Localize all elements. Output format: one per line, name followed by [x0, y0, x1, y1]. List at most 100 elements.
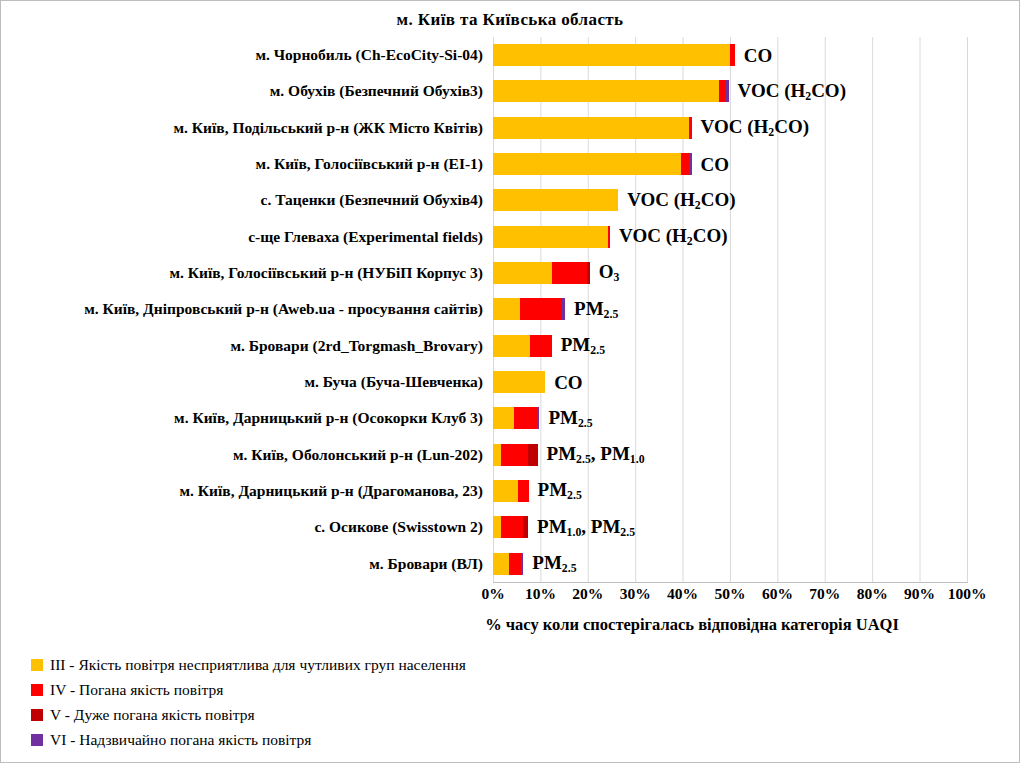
bar-segment-iii — [493, 262, 552, 284]
bar-segment-iii — [493, 153, 681, 175]
row-plot: PM1.0, PM2.5 — [493, 509, 967, 545]
pollutant-annotation: PM2.5 — [532, 553, 576, 575]
bar-segment-iv — [520, 298, 562, 320]
bar-segment-iv — [518, 480, 528, 502]
bar-segment-iii — [493, 407, 514, 429]
x-tick-label: 90% — [904, 585, 935, 603]
pollutant-annotation: PM2.5, PM1.0 — [547, 444, 645, 466]
row-plot: CO — [493, 364, 967, 400]
row-plot: VOC (H2CO) — [493, 73, 967, 109]
chart-row: м. Київ, Дніпровський р-н (Aweb.ua - про… — [1, 291, 1019, 327]
bar-segment-iii — [493, 480, 518, 502]
chart-row: м. Київ, Подільський р-н (ЖК Місто Квіті… — [1, 110, 1019, 146]
row-plot: PM2.5 — [493, 328, 967, 364]
station-label: м. Чорнобиль (Ch-EcoCity-Si-04) — [1, 37, 493, 73]
legend-item: VI - Надзвичайно погана якість повітря — [31, 727, 1019, 752]
pollutant-annotation: PM2.5 — [561, 335, 605, 357]
row-plot: VOC (H2CO) — [493, 110, 967, 146]
pollutant-annotation: O3 — [599, 262, 620, 284]
station-label: с-ще Глеваха (Experimental fields) — [1, 219, 493, 255]
chart-row: м. Чорнобиль (Ch-EcoCity-Si-04) CO — [1, 37, 1019, 73]
bar-segment-vi — [521, 553, 523, 575]
bar-segment-iii — [493, 298, 520, 320]
row-plot: CO — [493, 37, 967, 73]
chart-row: м. Київ, Дарницький р-н (Осокорки Клуб 3… — [1, 400, 1019, 436]
bar-segment-iv — [509, 553, 521, 575]
bar-segment-iv — [501, 444, 528, 466]
bar-segment-iv — [552, 262, 587, 284]
x-tick-label: 20% — [572, 585, 603, 603]
chart-title: м. Київ та Київська область — [1, 10, 1019, 30]
stacked-bar: CO — [493, 37, 967, 73]
pollutant-annotation: CO — [744, 46, 773, 65]
bar-segment-iii — [493, 44, 730, 66]
chart-row: м. Буча (Буча-Шевченка) CO — [1, 364, 1019, 400]
stacked-bar: PM2.5 — [493, 546, 967, 582]
bar-segment-iv — [530, 335, 551, 357]
pollutant-annotation: CO — [554, 373, 583, 392]
station-label: м. Київ, Голосіївський р-н (НУБіП Корпус… — [1, 255, 493, 291]
bar-segment-iv — [514, 407, 537, 429]
bar-segment-iv — [681, 153, 689, 175]
stacked-bar: CO — [493, 146, 967, 182]
station-label: м. Київ, Дніпровський р-н (Aweb.ua - про… — [1, 291, 493, 327]
chart-row: м. Обухів (Безпечний Обухів3)VOC (H2CO) — [1, 73, 1019, 109]
legend-item: III - Якість повітря несприятлива для чу… — [31, 652, 1019, 677]
bar-segment-v — [587, 262, 589, 284]
chart-rows: м. Чорнобиль (Ch-EcoCity-Si-04) CO м. Обух… — [1, 37, 1019, 582]
row-plot: PM2.5 — [493, 546, 967, 582]
legend-swatch-iv — [31, 684, 43, 696]
pollutant-annotation: PM1.0, PM2.5 — [537, 517, 635, 539]
station-label: м. Київ, Дарницький р-н (Осокорки Клуб 3… — [1, 400, 493, 436]
stacked-bar: PM2.5 — [493, 400, 967, 436]
row-plot: VOC (H2CO) — [493, 182, 967, 218]
stacked-bar: VOC (H2CO) — [493, 73, 967, 109]
bar-segment-vi — [689, 153, 692, 175]
station-label: м. Київ, Оболонський р-н (Lun-202) — [1, 437, 493, 473]
row-plot: O3 — [493, 255, 967, 291]
chart-row: с-ще Глеваха (Experimental fields) VOC (H… — [1, 219, 1019, 255]
station-label: м. Бровари (ВЛ) — [1, 546, 493, 582]
bar-segment-vi — [537, 407, 539, 429]
pollutant-annotation: PM2.5 — [548, 408, 592, 430]
bar-segment-iii — [493, 371, 545, 393]
legend-label: V - Дуже погана якість повітря — [50, 706, 255, 724]
station-label: м. Київ, Голосіївський р-н (EI-1) — [1, 146, 493, 182]
air-quality-chart: м. Київ та Київська область м. Чорнобиль… — [0, 0, 1020, 763]
bar-segment-iii — [493, 226, 608, 248]
x-tick-label: 0% — [481, 585, 504, 603]
station-label: м. Бровари (2rd_Torgmash_Brovary) — [1, 328, 493, 364]
stacked-bar: VOC (H2CO) — [493, 219, 967, 255]
station-label: м. Київ, Подільський р-н (ЖК Місто Квіті… — [1, 110, 493, 146]
legend-item: V - Дуже погана якість повітря — [31, 702, 1019, 727]
x-tick-label: 10% — [525, 585, 556, 603]
stacked-bar: O3 — [493, 255, 967, 291]
station-label: с. Осикове (Swisstown 2) — [1, 509, 493, 545]
bar-segment-iv — [608, 226, 610, 248]
bar-segment-iv — [730, 44, 735, 66]
row-plot: PM2.5 — [493, 400, 967, 436]
chart-row: м. Бровари (ВЛ) PM2.5 — [1, 546, 1019, 582]
station-label: м. Обухів (Безпечний Обухів3) — [1, 73, 493, 109]
stacked-bar: PM1.0, PM2.5 — [493, 509, 967, 545]
bar-segment-iii — [493, 553, 509, 575]
chart-row: м. Київ, Дарницький р-н (Драгоманова, 23… — [1, 473, 1019, 509]
stacked-bar: PM2.5 — [493, 473, 967, 509]
chart-row: м. Бровари (2rd_Torgmash_Brovary) PM2.5 — [1, 328, 1019, 364]
x-tick-label: 40% — [667, 585, 698, 603]
pollutant-annotation: VOC (H2CO) — [619, 226, 727, 248]
station-label: с. Таценки (Безпечний Обухів4) — [1, 182, 493, 218]
legend-swatch-iii — [31, 659, 43, 671]
x-tick-label: 60% — [762, 585, 793, 603]
x-axis: 0%10%20%30%40%50%60%70%80%90%100% — [493, 585, 967, 608]
stacked-bar: PM2.5 — [493, 328, 967, 364]
station-label: м. Буча (Буча-Шевченка) — [1, 364, 493, 400]
bar-segment-v — [528, 444, 538, 466]
bar-segment-iii — [493, 80, 719, 102]
bar-segment-iv — [501, 516, 523, 538]
legend-swatch-v — [31, 709, 43, 721]
x-tick-label: 30% — [620, 585, 651, 603]
chart-row: с. Таценки (Безпечний Обухів4)VOC (H2CO) — [1, 182, 1019, 218]
x-tick-label: 50% — [715, 585, 746, 603]
row-plot: CO — [493, 146, 967, 182]
